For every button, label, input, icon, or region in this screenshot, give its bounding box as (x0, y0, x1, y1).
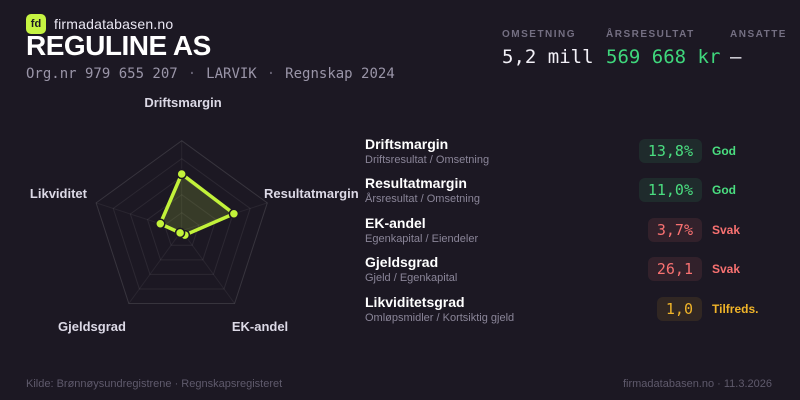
metric-formula: Gjeld / Egenkapital (365, 272, 458, 285)
radar-chart (95, 140, 268, 305)
radar-axis-likviditet: Likviditet (29, 186, 87, 201)
metric-status: Tilfreds. (712, 301, 759, 316)
stat-arsresultat: ÅRSRESULTAT 569 668 kr (606, 29, 720, 68)
company-name: REGULINE AS (26, 30, 211, 61)
metric-formula: Egenkapital / Eiendeler (365, 232, 479, 245)
brand: fd firmadatabasen.no (26, 14, 173, 34)
metrics-panel: Driftsmargin Driftsresultat / Omsetning … (365, 131, 772, 329)
stat-label: OMSETNING (502, 29, 577, 40)
site-name: firmadatabasen.no (54, 16, 174, 32)
metric-status: God (712, 183, 736, 198)
metric-status: Svak (712, 222, 741, 237)
metric-name: Gjeldsgrad (365, 254, 439, 271)
metric-row-resultatmargin: Resultatmargin Årsresultat / Omsetning 1… (365, 171, 772, 211)
stat-ansatte: ANSATTE – (730, 29, 787, 68)
metric-value-pill: 13,8% (638, 138, 702, 163)
metric-value-pill: 11,0% (638, 178, 702, 203)
stat-value: – (730, 46, 742, 68)
metric-value-pill: 3,7% (647, 217, 702, 242)
meta-separator: · (266, 66, 276, 82)
org-number: Org.nr 979 655 207 (26, 66, 178, 82)
radar-axis-resultatmargin: Resultatmargin (264, 186, 359, 201)
radar-chart-area: Driftsmargin Resultatmargin EK-andel Gje… (0, 0, 360, 360)
stat-value: 569 668 kr (606, 46, 721, 68)
metric-formula: Årsresultat / Omsetning (365, 193, 480, 206)
metric-name: Resultatmargin (365, 175, 467, 192)
stat-label: ANSATTE (730, 29, 787, 40)
metric-row-ek-andel: EK-andel Egenkapital / Eiendeler 3,7% Sv… (365, 210, 772, 250)
metric-name: Likviditetsgrad (365, 293, 465, 310)
metric-formula: Omløpsmidler / Kortsiktig gjeld (365, 311, 515, 324)
footer-source: Kilde: Brønnøysundregistrene · Regnskaps… (26, 378, 283, 390)
meta-separator: · (187, 66, 197, 82)
footer-site-date: firmadatabasen.no · 11.3.2026 (622, 378, 772, 390)
radar-axis-ek-andel: EK-andel (231, 319, 289, 334)
metric-row-driftsmargin: Driftsmargin Driftsresultat / Omsetning … (365, 131, 772, 171)
stat-omsetning: OMSETNING 5,2 mill (502, 29, 594, 68)
radar-axis-gjeldsgrad: Gjeldsgrad (58, 319, 126, 334)
stat-label: ÅRSRESULTAT (606, 29, 695, 40)
metric-formula: Driftsresultat / Omsetning (365, 153, 490, 166)
metric-row-likviditetsgrad: Likviditetsgrad Omløpsmidler / Kortsikti… (365, 289, 772, 329)
location: LARVIK (206, 66, 257, 82)
metric-value-pill: 26,1 (647, 257, 702, 282)
metric-row-gjeldsgrad: Gjeldsgrad Gjeld / Egenkapital 26,1 Svak (365, 250, 772, 290)
metric-name: EK-andel (365, 214, 426, 231)
metric-status: Svak (712, 262, 741, 277)
stat-value: 5,2 mill (502, 46, 594, 68)
metric-value-pill: 1,0 (656, 296, 702, 321)
company-meta: Org.nr 979 655 207 · LARVIK · Regnskap 2… (26, 66, 395, 82)
fd-logo-icon: fd (26, 14, 46, 34)
metric-name: Driftsmargin (365, 135, 449, 152)
metric-status: God (712, 143, 736, 158)
radar-axis-driftsmargin: Driftsmargin (144, 95, 222, 110)
report-year: Regnskap 2024 (285, 66, 395, 82)
footer: Kilde: Brønnøysundregistrene · Regnskaps… (26, 378, 772, 390)
